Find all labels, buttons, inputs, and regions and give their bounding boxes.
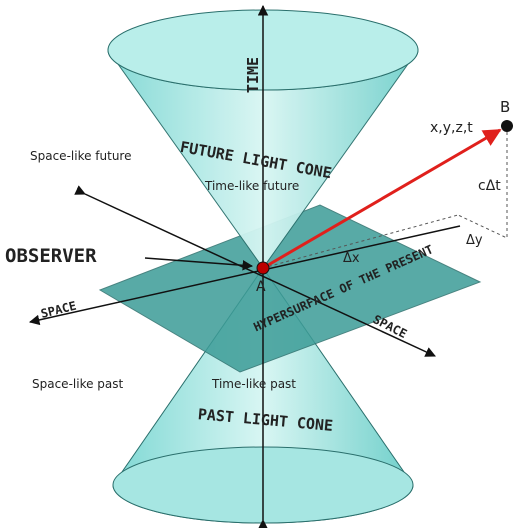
interval-label: cΔt [478, 178, 501, 194]
diagram: TIME B x,y,z,t FUTURE LIGHT CONE Space-l… [0, 0, 516, 528]
region-label: Space-like future [30, 149, 131, 163]
point-a [257, 262, 269, 274]
region-label: Space-like past [32, 377, 124, 391]
interval-label: Δx [343, 251, 360, 266]
point-b [501, 120, 513, 132]
space-label: SPACE [371, 312, 410, 341]
region-label: Time-like future [204, 179, 299, 193]
region-label: Time-like past [211, 377, 296, 391]
time-label: TIME [244, 57, 262, 93]
interval-label: Δy [466, 233, 483, 248]
point-b-label: B [500, 98, 510, 116]
observer-label: OBSERVER [5, 245, 97, 267]
space-label: SPACE [39, 299, 77, 321]
point-a-label: A [256, 279, 266, 295]
point-b-coords: x,y,z,t [430, 120, 473, 136]
